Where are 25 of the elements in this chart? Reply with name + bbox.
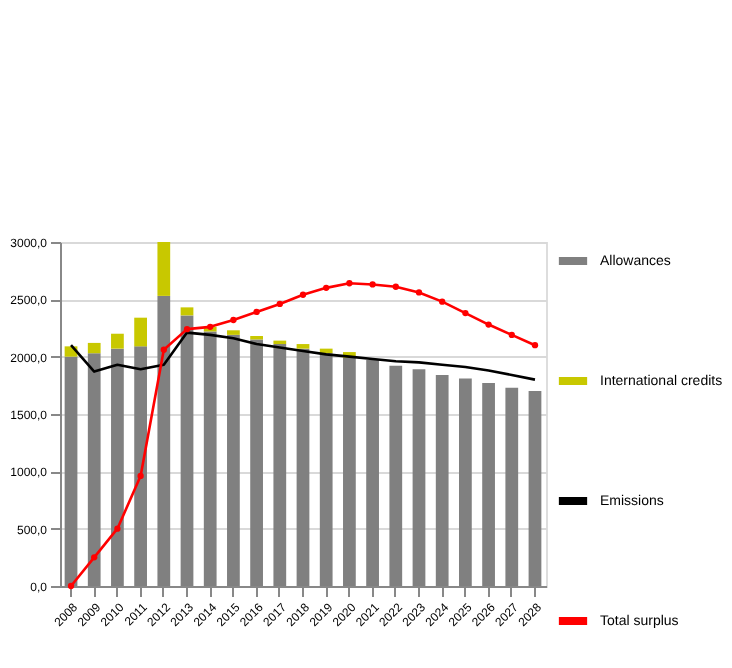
point <box>160 346 167 353</box>
point <box>462 309 469 317</box>
bar <box>111 333 124 349</box>
bar <box>157 242 171 296</box>
point <box>67 582 75 590</box>
point <box>508 331 515 339</box>
point <box>230 316 237 324</box>
point <box>346 280 353 287</box>
point <box>299 291 307 298</box>
point <box>485 321 492 328</box>
point <box>183 325 191 333</box>
point <box>369 281 376 288</box>
point <box>323 284 330 292</box>
point <box>439 298 446 305</box>
point <box>114 525 121 532</box>
point <box>415 289 423 296</box>
bar <box>134 317 147 347</box>
point <box>531 342 539 349</box>
point <box>91 554 98 561</box>
bar <box>87 342 101 354</box>
point <box>276 300 283 308</box>
point <box>392 283 399 290</box>
point <box>137 472 144 480</box>
point <box>253 308 260 316</box>
bar <box>180 307 194 316</box>
